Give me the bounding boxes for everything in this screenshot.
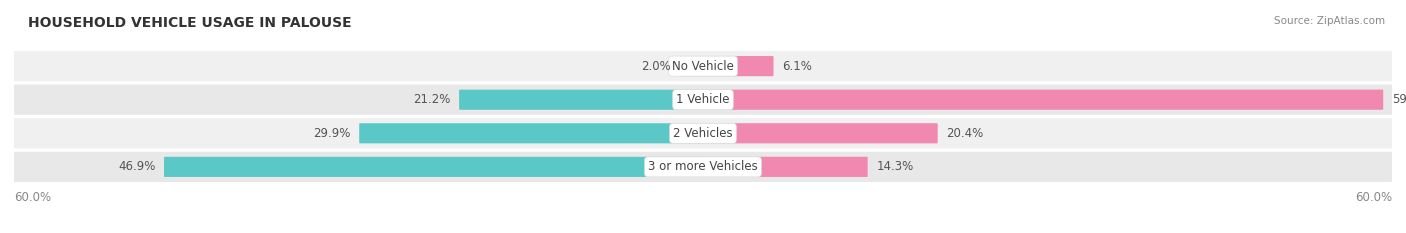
Text: 59.2%: 59.2%: [1392, 93, 1406, 106]
Text: Source: ZipAtlas.com: Source: ZipAtlas.com: [1274, 16, 1385, 26]
FancyBboxPatch shape: [359, 123, 703, 143]
Text: 3 or more Vehicles: 3 or more Vehicles: [648, 160, 758, 173]
Text: 1 Vehicle: 1 Vehicle: [676, 93, 730, 106]
Text: No Vehicle: No Vehicle: [672, 60, 734, 73]
Text: 2 Vehicles: 2 Vehicles: [673, 127, 733, 140]
FancyBboxPatch shape: [14, 118, 1392, 148]
Text: 60.0%: 60.0%: [14, 191, 51, 204]
Text: 46.9%: 46.9%: [118, 160, 155, 173]
FancyBboxPatch shape: [460, 90, 703, 110]
Text: 21.2%: 21.2%: [413, 93, 450, 106]
Text: 6.1%: 6.1%: [782, 60, 813, 73]
FancyBboxPatch shape: [679, 56, 703, 76]
Text: 2.0%: 2.0%: [641, 60, 671, 73]
FancyBboxPatch shape: [165, 157, 703, 177]
FancyBboxPatch shape: [14, 85, 1392, 115]
Text: 14.3%: 14.3%: [876, 160, 914, 173]
FancyBboxPatch shape: [703, 157, 868, 177]
FancyBboxPatch shape: [703, 90, 1384, 110]
Text: 60.0%: 60.0%: [1355, 191, 1392, 204]
Text: HOUSEHOLD VEHICLE USAGE IN PALOUSE: HOUSEHOLD VEHICLE USAGE IN PALOUSE: [28, 16, 352, 30]
Text: 20.4%: 20.4%: [946, 127, 984, 140]
FancyBboxPatch shape: [703, 56, 773, 76]
FancyBboxPatch shape: [14, 152, 1392, 182]
FancyBboxPatch shape: [14, 51, 1392, 81]
FancyBboxPatch shape: [703, 123, 938, 143]
Text: 29.9%: 29.9%: [314, 127, 350, 140]
